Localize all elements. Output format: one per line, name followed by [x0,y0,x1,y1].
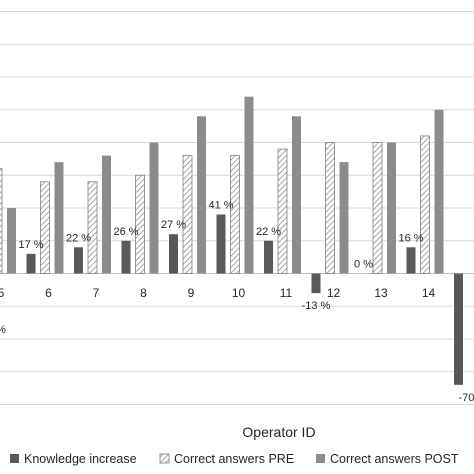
x-tick-label: 9 [188,286,195,300]
legend-label: Correct answers POST [330,452,459,466]
bars [0,96,463,385]
legend-swatch [159,453,170,464]
data-label: 16 % [398,232,423,244]
data-label: 27 % [161,219,186,231]
legend-swatch [10,454,19,463]
bar-knowledge-increase [121,240,131,274]
bar-knowledge-increase [406,247,416,274]
bar-knowledge-increase [26,253,36,274]
bar-knowledge-increase [311,273,321,294]
bar-correct-answers-post [387,142,396,274]
x-tick-label: 11 [280,286,293,300]
bar-correct-answers-post [102,155,111,274]
bar-correct-answers-pre [277,148,288,274]
x-tick-label: 10 [232,286,246,300]
legend: Knowledge increase Correct answers PRE Cor… [10,452,459,466]
bar-correct-answers-post [7,208,16,274]
legend-label: Knowledge increase [24,452,137,466]
x-tick-label: 13 [374,286,388,300]
data-label: 41 % [208,200,233,212]
bar-correct-answers-post [292,116,301,274]
data-label: 22 % [66,232,91,244]
data-label: 17 % [18,239,43,251]
data-label: 22 % [256,226,281,238]
bar-correct-answers-post [54,162,64,274]
bar-correct-answers-post [244,96,254,274]
bar-correct-answers-pre [135,174,145,274]
x-tick-label: 7 [93,286,100,300]
bar-correct-answers-pre [182,155,193,274]
bar-knowledge-increase [454,273,463,385]
bar-correct-answers-post [149,142,159,274]
bar-correct-answers-post [197,116,206,274]
bar-correct-answers-pre [40,181,50,274]
bar-correct-answers-pre [372,142,383,274]
x-tick-labels: 5 6 7 8 9 10 11 12 13 14 [0,286,435,300]
bar-knowledge-increase [169,234,178,274]
x-tick-label: 5 [0,286,5,300]
bar-correct-answers-pre [325,142,335,274]
data-labels: 17 % 22 % 26 % 27 % 41 % 22 % -13 % 0 % 16 % -70% [0,200,474,404]
x-tick-label: 6 [45,286,52,300]
bar-correct-answers-pre [420,135,430,274]
data-label: % [0,324,6,336]
x-axis-label: Operator ID [242,424,315,440]
data-label: -13 % [302,300,331,312]
data-label: -70 [459,392,474,404]
x-tick-label: 8 [140,286,147,300]
bar-correct-answers-pre [230,155,240,274]
bar-correct-answers-pre [0,168,3,274]
bar-knowledge-increase [216,214,226,274]
legend-label: Correct answers PRE [174,452,294,466]
x-tick-label: 14 [422,286,436,300]
legend-swatch [316,454,325,463]
x-tick-label: 12 [327,286,341,300]
data-label: 0 % [354,259,373,271]
bar-correct-answers-pre [87,181,98,274]
bar-knowledge-increase [264,240,273,274]
bar-correct-answers-post [434,109,444,274]
data-label: 26 % [113,226,138,238]
bar-knowledge-increase [74,247,83,274]
bar-correct-answers-post [339,162,349,274]
